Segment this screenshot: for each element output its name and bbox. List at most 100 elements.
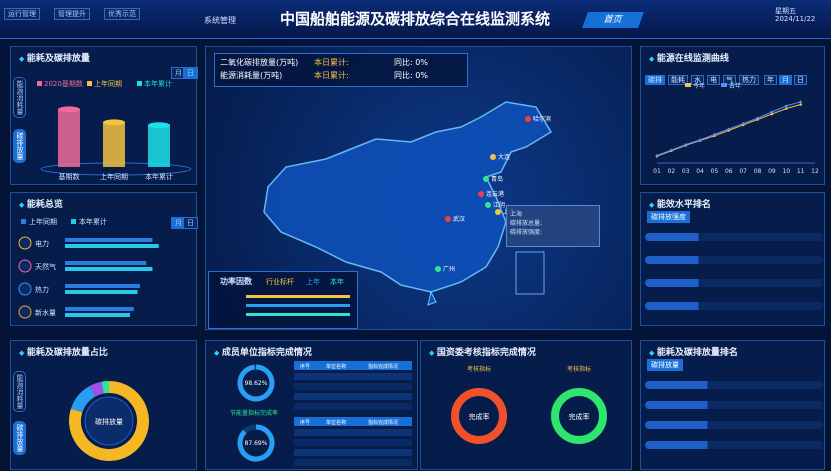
tab[interactable]: 能耗 <box>668 75 688 85</box>
home-button[interactable]: 首页 <box>582 12 644 28</box>
donut-segment <box>89 381 104 397</box>
tab[interactable]: 日 <box>183 67 198 79</box>
category-label: 热力 <box>35 285 49 294</box>
city-dot <box>483 176 489 182</box>
legend-swatch <box>137 81 142 86</box>
table-header: 序号 <box>300 419 310 426</box>
x-label: 01 <box>653 168 661 175</box>
rank-row <box>645 381 823 389</box>
rank-row <box>645 421 823 429</box>
pf-bar <box>246 295 350 298</box>
category-label: 天然气 <box>35 262 56 271</box>
summary-box <box>214 53 468 87</box>
table-row <box>294 459 412 466</box>
efficiency-panel: 能效水平排名 碳排放强度 <box>640 192 825 326</box>
tab[interactable]: 年 <box>764 75 777 85</box>
donut-segment <box>69 381 149 461</box>
x-label: 10 <box>782 168 790 175</box>
tab[interactable]: 电 <box>707 75 720 85</box>
ring-label: 98.62% <box>245 380 268 387</box>
x-label: 07 <box>739 168 747 175</box>
summary-total: 本日累计: <box>314 71 349 80</box>
tab[interactable]: 月 <box>779 75 792 85</box>
members-panel: 成员单位指标完成情况 98.62%87.69% 节能量指标完成率 序号单位名称指… <box>205 340 418 470</box>
table-row <box>294 439 412 446</box>
panel-title: 能耗及碳排放量排名 <box>649 345 738 358</box>
table-header: 指标完成情况 <box>368 419 398 426</box>
gauge-center: 完成率 <box>569 412 590 421</box>
power-factor-box <box>208 271 358 329</box>
x-label: 04 <box>696 168 704 175</box>
bar <box>65 261 147 265</box>
gauge-name: 考核指标 <box>467 365 491 373</box>
tab[interactable]: 碳排放强度 <box>647 211 690 223</box>
bar <box>103 122 125 167</box>
legend-swatch <box>71 219 76 224</box>
legend-label: 本年累计 <box>144 79 172 88</box>
icon <box>18 259 32 273</box>
x-label: 05 <box>711 168 719 175</box>
panel-title: 国资委考核指标完成情况 <box>429 345 536 358</box>
tab[interactable]: 日 <box>794 75 807 85</box>
x-label: 11 <box>797 168 805 175</box>
bar <box>65 313 130 317</box>
side-tab[interactable]: 能源消耗量 <box>13 371 26 412</box>
tab[interactable]: 碳排 <box>645 75 665 85</box>
pf-bar <box>246 313 350 316</box>
nav-button[interactable]: 管理提升 <box>54 8 90 20</box>
summary-name: 能源消耗量(万吨) <box>220 71 283 80</box>
legend-label: 2020基期数 <box>44 79 83 88</box>
summary-total: 本日累计: <box>314 58 349 67</box>
tab[interactable]: 热力 <box>739 75 759 85</box>
city-dot <box>478 191 484 197</box>
x-label: 本年累计 <box>145 172 173 181</box>
nav-button[interactable]: 运行管理 <box>4 8 40 20</box>
system-menu[interactable]: 系统管理 <box>204 16 236 25</box>
city-dot <box>485 202 491 208</box>
rank-list <box>645 233 823 325</box>
x-label: 02 <box>668 168 676 175</box>
icon <box>18 236 32 250</box>
bar <box>148 125 170 167</box>
rate-name: 节能量指标完成率 <box>230 410 279 417</box>
donut-core <box>84 396 134 446</box>
tab[interactable]: 水 <box>691 75 704 85</box>
gauge-center: 完成率 <box>469 412 490 421</box>
rank-row <box>645 401 823 409</box>
x-label: 06 <box>725 168 733 175</box>
legend-swatch <box>21 219 26 224</box>
donut-segment <box>101 381 110 394</box>
side-tab[interactable]: 能源消耗量 <box>13 77 26 118</box>
table-header-bg <box>294 361 412 370</box>
city-dot <box>525 116 531 122</box>
side-tab[interactable]: 碳排放量 <box>13 421 26 455</box>
bar-top <box>103 119 125 126</box>
side-tab[interactable]: 碳排放量 <box>13 129 26 163</box>
city-label: 青岛 <box>491 175 503 183</box>
nav-button[interactable]: 优秀示范 <box>104 8 140 20</box>
ranking-panel: 能耗及碳排放量排名 碳排放量 <box>640 340 825 470</box>
rank-row <box>645 233 823 241</box>
category-label: 电力 <box>35 239 49 248</box>
tab[interactable]: 日 <box>183 217 198 229</box>
legend-label: 本年累计 <box>79 217 107 226</box>
tab[interactable]: 月 <box>171 67 186 79</box>
city-dot <box>495 209 501 215</box>
table-header-bg <box>294 417 412 426</box>
bar <box>65 307 134 311</box>
tab[interactable]: 气 <box>723 75 736 85</box>
pf-bar <box>246 304 350 307</box>
donut-chart: 碳排放量 <box>69 381 149 461</box>
x-label: 09 <box>768 168 776 175</box>
tab[interactable]: 碳排放量 <box>647 359 683 371</box>
gauge-ring <box>451 388 507 444</box>
x-label: 上年同期 <box>100 172 128 181</box>
panel-title: 能效水平排名 <box>649 197 711 210</box>
